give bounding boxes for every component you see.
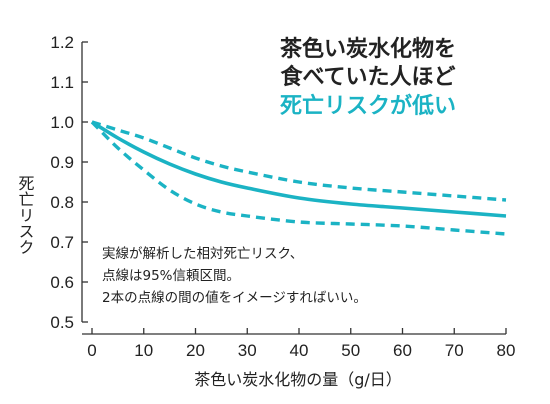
- series-line-confidence-2: [90, 120, 507, 236]
- series-line-estimate: [91, 120, 507, 218]
- chart-note-line-1: 実線が解析した相対死亡リスク、: [102, 246, 303, 262]
- chart-note-line-3: 2本の点線の間の値をイメージすればいい。: [102, 290, 367, 306]
- chart-note-line-2: 点線は95%信頼区間。: [102, 268, 240, 284]
- x-tick-label: 10: [134, 341, 153, 360]
- y-axis-label: 死亡リスク: [16, 175, 35, 255]
- x-tick-label: 30: [238, 341, 257, 360]
- y-tick-label: 0.5: [50, 313, 74, 332]
- x-tick-label: 80: [497, 341, 516, 360]
- y-tick-label: 0.8: [50, 193, 74, 212]
- x-tick-label: 20: [186, 341, 205, 360]
- x-tick-label: 70: [445, 341, 464, 360]
- y-tick-label: 1.2: [50, 33, 74, 52]
- y-tick-label: 0.6: [50, 273, 74, 292]
- x-tick-label: 50: [341, 341, 360, 360]
- chart-title-line-2: 食べていた人ほど: [280, 64, 455, 90]
- x-tick-label: 40: [290, 341, 309, 360]
- tick-labels: 0.5 0.6 0.7 0.8 0.9 1.0 1.1 1.2 0 10 20 30 40 50 60 70 8…: [50, 33, 515, 360]
- y-tick-label: 1.0: [50, 113, 74, 132]
- chart-title-line-1: 茶色い炭水化物を: [280, 36, 456, 62]
- series-line-confidence-1: [91, 120, 507, 202]
- y-tick-label: 0.7: [50, 233, 74, 252]
- x-axis-label: 茶色い炭水化物の量（g/日）: [194, 370, 402, 389]
- chart-title-highlight: 死亡リスクが低い: [280, 93, 456, 119]
- axes: [81, 41, 507, 335]
- series-layer: [90, 120, 507, 236]
- y-tick-label: 1.1: [50, 73, 74, 92]
- y-tick-label: 0.9: [50, 153, 74, 172]
- x-tick-label: 60: [393, 341, 412, 360]
- x-tick-label: 0: [87, 341, 96, 360]
